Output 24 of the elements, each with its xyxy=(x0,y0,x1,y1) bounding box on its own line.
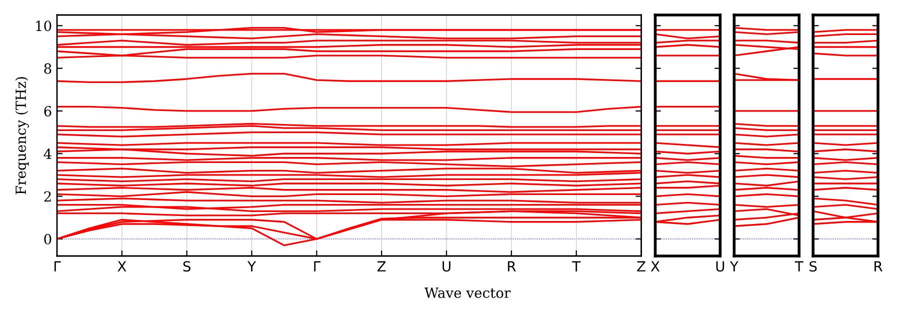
y-axis-title: Frequency (THz) xyxy=(15,77,29,194)
x-tick-label: X xyxy=(118,261,126,272)
x-tick-label: Z xyxy=(377,261,386,272)
x-axis-title: Wave vector xyxy=(424,288,511,298)
x-tick-label: X xyxy=(650,261,660,272)
y-tick-label: 6 xyxy=(44,106,52,116)
y-tick-label: 0 xyxy=(44,234,52,244)
y-tick-label: 10 xyxy=(36,20,52,32)
y-tick-label: 2 xyxy=(44,191,51,202)
x-tick-label: T xyxy=(794,261,804,272)
x-tick-label: S xyxy=(810,261,817,272)
x-tick-label: Y xyxy=(247,261,256,272)
x-tick-label: U xyxy=(442,261,450,272)
x-tick-label: Z xyxy=(637,261,646,272)
x-tick-label: Γ xyxy=(54,261,61,272)
x-tick-label: Γ xyxy=(314,261,320,272)
x-tick-label: Y xyxy=(730,261,738,272)
y-tick-label: 8 xyxy=(44,63,52,74)
x-tick-label: T xyxy=(572,261,581,272)
x-tick-label: U xyxy=(716,261,724,272)
x-tick-label: S xyxy=(183,261,190,272)
y-tick-label: 4 xyxy=(44,148,52,159)
x-tick-label: R xyxy=(874,261,882,272)
x-tick-label: R xyxy=(508,261,516,272)
